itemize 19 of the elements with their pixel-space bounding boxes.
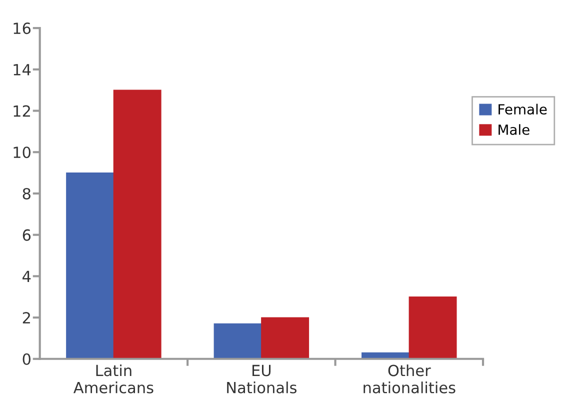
y-tick-label: 0	[22, 353, 30, 365]
x-tick-label: Latin Americans	[73, 364, 154, 394]
legend-label: Male	[498, 124, 530, 135]
y-tick-label: 14	[14, 64, 31, 76]
bar	[214, 323, 262, 359]
y-tick-label: 6	[22, 229, 31, 241]
y-tick-label: 2	[22, 312, 30, 324]
y-tick-label: 8	[22, 188, 30, 200]
y-tick-label: 16	[14, 22, 31, 34]
bar	[66, 172, 114, 359]
y-tick-label: 10	[14, 146, 30, 158]
x-tick-label: EU Nationals	[227, 364, 296, 394]
bar	[408, 296, 457, 359]
x-tick-label: Other nationalities	[364, 364, 456, 394]
bar	[113, 90, 162, 359]
y-tick-label: 4	[22, 270, 31, 282]
legend-label: Female	[498, 104, 547, 115]
bar	[261, 317, 310, 359]
y-tick-label: 12	[14, 105, 30, 117]
